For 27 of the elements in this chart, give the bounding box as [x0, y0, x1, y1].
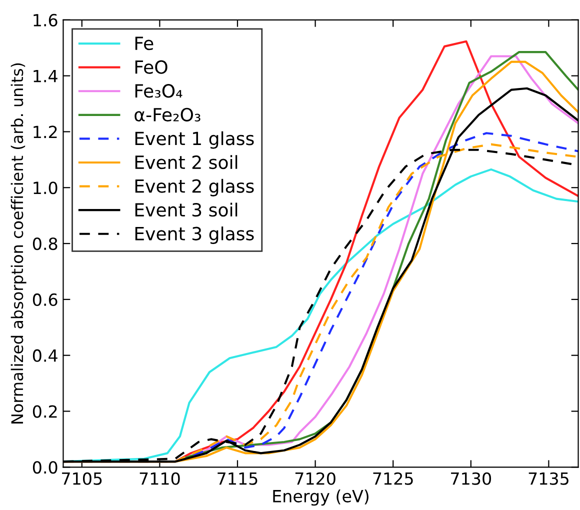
legend-label: Event 3 glass: [135, 226, 254, 244]
legend-label: Fe₃O₄: [135, 84, 182, 98]
x-tick-label: 7130: [451, 472, 491, 485]
y-tick-label: 0.4: [32, 349, 58, 362]
legend-label: α-Fe₂O₃: [134, 108, 200, 122]
x-tick-label: 7105: [62, 472, 102, 485]
legend-label: FeO: [135, 60, 168, 74]
legend-label: Event 2 soil: [135, 155, 238, 170]
y-tick-label: 1.0: [34, 182, 58, 194]
y-tick-label: 0.2: [32, 405, 57, 418]
legend-label: Event 3 soil: [135, 202, 238, 217]
y-tick-label: 1.6: [34, 14, 58, 26]
x-tick-label: 7110: [140, 472, 180, 485]
x-axis-title: Energy (eV): [273, 490, 368, 506]
legend-label: Event 2 glass: [135, 178, 254, 196]
y-tick-label: 0.6: [32, 293, 58, 306]
x-tick-label: 7135: [528, 472, 568, 485]
y-tick-label: 1.2: [34, 126, 57, 138]
legend-label: Fe: [135, 36, 154, 50]
y-tick-label: 0.8: [32, 237, 58, 250]
legend-label: Event 1 glass: [135, 131, 254, 149]
y-tick-label: 0.0: [32, 461, 58, 474]
x-tick-label: 7120: [295, 472, 336, 485]
x-tick-label: 7115: [218, 472, 258, 485]
x-tick-label: 7125: [373, 472, 413, 485]
y-tick-label: 1.4: [34, 70, 58, 82]
y-axis-title: Normalized absorption coefficient (arb. units): [10, 63, 26, 424]
